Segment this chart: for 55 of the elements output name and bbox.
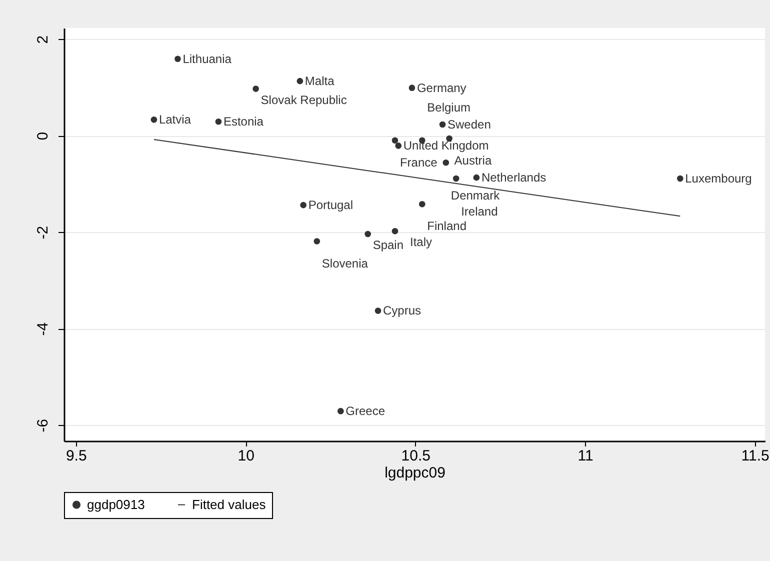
annotation: Denmark xyxy=(450,188,501,203)
point xyxy=(473,174,480,181)
y-tick-label: -4 xyxy=(34,322,52,336)
annotation: Malta xyxy=(304,74,335,88)
point xyxy=(408,84,416,91)
point xyxy=(374,308,382,314)
annotation: Austria xyxy=(454,153,492,168)
x-tick-label: 10.5 xyxy=(401,448,430,464)
x-tick-label: 11 xyxy=(578,448,594,464)
annotation: Slovak Republic xyxy=(260,92,347,107)
point xyxy=(314,238,320,244)
annotation: Greece xyxy=(346,404,386,418)
point xyxy=(452,175,460,182)
point xyxy=(364,230,371,238)
point xyxy=(442,159,450,166)
annotation: France xyxy=(400,155,438,170)
legend-label: ggdp0913 xyxy=(87,496,145,512)
annotation: Latvia xyxy=(158,112,192,127)
point xyxy=(338,408,344,414)
point xyxy=(395,142,402,149)
point xyxy=(174,56,181,62)
annotation: Cyprus xyxy=(383,304,422,318)
annotation: Finland xyxy=(427,219,466,234)
annotation: Sweden xyxy=(448,117,491,132)
point xyxy=(300,202,306,208)
annotation: Slovenia xyxy=(322,256,368,270)
point xyxy=(418,200,426,208)
annotation: Luxembourg xyxy=(685,172,752,186)
y-tick-label: -2 xyxy=(34,226,52,240)
x-tick-label: 11.5 xyxy=(741,448,770,464)
legend-label: Fitted values xyxy=(192,496,266,512)
point xyxy=(676,175,684,182)
y-tick-label: 2 xyxy=(34,35,52,44)
annotation: Ireland xyxy=(461,204,498,219)
annotation: Netherlands xyxy=(481,170,546,185)
y-tick-label: 0 xyxy=(34,132,52,140)
x-axis-title: lgdppc09 xyxy=(384,464,446,482)
x-tick-label: 10 xyxy=(238,448,254,464)
annotation: Spain xyxy=(372,238,404,252)
point xyxy=(392,228,398,234)
point xyxy=(215,118,222,125)
point xyxy=(392,137,398,144)
x-tick-label: 9.5 xyxy=(66,448,87,464)
point xyxy=(439,121,446,128)
annotation: Portugal xyxy=(308,198,354,212)
point xyxy=(252,86,259,92)
annotation: Estonia xyxy=(223,114,264,129)
annotation: Italy xyxy=(410,235,432,250)
point xyxy=(150,116,158,123)
annotation: Belgium xyxy=(427,100,470,114)
annotation: Lithuania xyxy=(182,52,232,66)
point xyxy=(296,78,304,84)
y-tick-label: -6 xyxy=(34,418,52,432)
annotation: United Kingdom xyxy=(403,138,489,153)
annotation: Germany xyxy=(416,80,466,95)
